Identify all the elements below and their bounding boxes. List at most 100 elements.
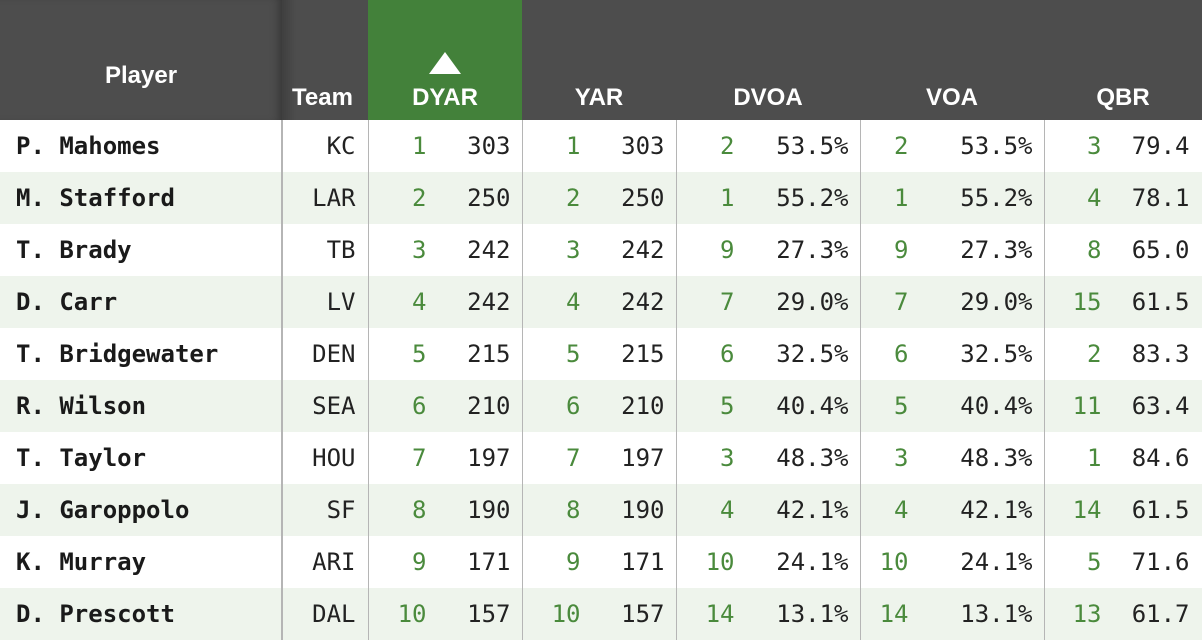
yar-value: 250: [621, 184, 665, 212]
yar-cell: 4 242: [521, 276, 676, 328]
yar-cell-content: 8 190: [523, 484, 676, 536]
dyar-value: 303: [467, 132, 511, 160]
yar-rank: 4: [566, 288, 581, 316]
player-name-cell[interactable]: R. Wilson: [16, 392, 147, 420]
voa-cell-content: 6 32.5%: [861, 328, 1044, 380]
qbr-cell-content: 3 79.4: [1045, 120, 1202, 172]
qbr-rank: 15: [1072, 288, 1102, 316]
qbr-cell: 2 83.3: [1043, 328, 1202, 380]
voa-rank: 3: [894, 444, 909, 472]
team-cell: SEA: [281, 380, 368, 432]
voa-rank: 9: [894, 236, 909, 264]
dyar-cell-content: 7 197: [369, 432, 522, 484]
voa-value: 32.5%: [960, 340, 1033, 368]
qbr-cell-content: 1 84.6: [1045, 432, 1202, 484]
dyar-cell: 9 171: [367, 536, 522, 588]
dvoa-value: 55.2%: [776, 184, 849, 212]
voa-cell: 9 27.3%: [859, 224, 1044, 276]
yar-cell-content: 1 303: [523, 120, 676, 172]
yar-rank: 7: [566, 444, 581, 472]
voa-cell: 1 55.2%: [859, 172, 1044, 224]
table-row: R. Wilson SEA 6 210 6 210 5 40.4% 5 40.4% 11 63.4: [0, 380, 1202, 432]
yar-value: 190: [621, 496, 665, 524]
yar-cell: 1 303: [521, 120, 676, 172]
qbr-rank: 14: [1072, 496, 1102, 524]
column-header-voa[interactable]: VOA: [860, 0, 1044, 120]
team-cell: HOU: [281, 432, 368, 484]
yar-cell-content: 5 215: [523, 328, 676, 380]
voa-value: 42.1%: [960, 496, 1033, 524]
table-row: T. Brady TB 3 242 3 242 9 27.3% 9 27.3% 8 65.0: [0, 224, 1202, 276]
column-header-team[interactable]: Team: [282, 0, 368, 120]
yar-cell: 3 242: [521, 224, 676, 276]
dvoa-value: 40.4%: [776, 392, 849, 420]
dvoa-rank: 9: [720, 236, 735, 264]
voa-value: 24.1%: [960, 548, 1033, 576]
table-body: P. Mahomes KC 1 303 1 303 2 53.5% 2 53.5% 3 79.4 M. …: [0, 120, 1202, 640]
dyar-cell-content: 3 242: [369, 224, 522, 276]
table-row: J. Garoppolo SF 8 190 8 190 4 42.1% 4 42.1% 14 61.5: [0, 484, 1202, 536]
column-header-qbr[interactable]: QBR: [1044, 0, 1202, 120]
column-header-player[interactable]: Player: [0, 0, 282, 120]
yar-value: 171: [621, 548, 665, 576]
dvoa-cell-content: 7 29.0%: [677, 276, 860, 328]
qbr-value: 65.0: [1131, 236, 1190, 264]
voa-cell: 5 40.4%: [859, 380, 1044, 432]
player-name-cell[interactable]: T. Brady: [16, 236, 132, 264]
qbr-cell-content: 2 83.3: [1045, 328, 1202, 380]
yar-cell: 2 250: [521, 172, 676, 224]
yar-cell-content: 10 157: [523, 588, 676, 640]
qbr-cell: 13 61.7: [1043, 588, 1202, 640]
yar-cell-content: 9 171: [523, 536, 676, 588]
dyar-rank: 7: [412, 444, 427, 472]
team-cell: DEN: [281, 328, 368, 380]
dyar-cell: 6 210: [367, 380, 522, 432]
qbr-rank: 13: [1072, 600, 1102, 628]
yar-cell: 7 197: [521, 432, 676, 484]
voa-rank: 1: [894, 184, 909, 212]
dyar-value: 250: [467, 184, 511, 212]
voa-cell-content: 1 55.2%: [861, 172, 1044, 224]
player-name-cell[interactable]: M. Stafford: [16, 184, 175, 212]
dyar-cell: 8 190: [367, 484, 522, 536]
dvoa-value: 24.1%: [776, 548, 849, 576]
voa-rank: 2: [894, 132, 909, 160]
player-name-cell[interactable]: T. Bridgewater: [16, 340, 219, 368]
voa-cell-content: 2 53.5%: [861, 120, 1044, 172]
dvoa-value: 48.3%: [776, 444, 849, 472]
team-cell: DAL: [281, 588, 368, 640]
yar-rank: 9: [566, 548, 581, 576]
yar-cell: 6 210: [521, 380, 676, 432]
yar-value: 242: [621, 288, 665, 316]
player-name-cell[interactable]: D. Prescott: [16, 600, 175, 628]
column-header-dvoa[interactable]: DVOA: [676, 0, 860, 120]
voa-cell: 10 24.1%: [859, 536, 1044, 588]
dyar-value: 157: [467, 600, 511, 628]
dyar-cell: 10 157: [367, 588, 522, 640]
column-header-yar[interactable]: YAR: [522, 0, 676, 120]
yar-value: 197: [621, 444, 665, 472]
player-name-cell[interactable]: D. Carr: [16, 288, 118, 316]
qbr-cell: 1 84.6: [1043, 432, 1202, 484]
qbr-rank: 1: [1087, 444, 1102, 472]
voa-rank: 6: [894, 340, 909, 368]
dyar-rank: 9: [412, 548, 427, 576]
qbr-value: 84.6: [1131, 444, 1190, 472]
dyar-rank: 6: [412, 392, 427, 420]
player-name-cell[interactable]: T. Taylor: [16, 444, 147, 472]
dyar-cell: 4 242: [367, 276, 522, 328]
dyar-value: 210: [467, 392, 511, 420]
dyar-value: 242: [467, 236, 511, 264]
table-row: T. Bridgewater DEN 5 215 5 215 6 32.5% 6 32.5% 2 83…: [0, 328, 1202, 380]
player-name-cell[interactable]: P. Mahomes: [16, 132, 161, 160]
player-name-cell[interactable]: J. Garoppolo: [16, 496, 190, 524]
dvoa-cell-content: 2 53.5%: [677, 120, 860, 172]
column-header-dyar[interactable]: DYAR: [368, 0, 522, 120]
qbr-cell: 5 71.6: [1043, 536, 1202, 588]
player-name-cell[interactable]: K. Murray: [16, 548, 147, 576]
voa-rank: 4: [894, 496, 909, 524]
dvoa-rank: 2: [720, 132, 735, 160]
voa-cell-content: 10 24.1%: [861, 536, 1044, 588]
voa-cell-content: 7 29.0%: [861, 276, 1044, 328]
